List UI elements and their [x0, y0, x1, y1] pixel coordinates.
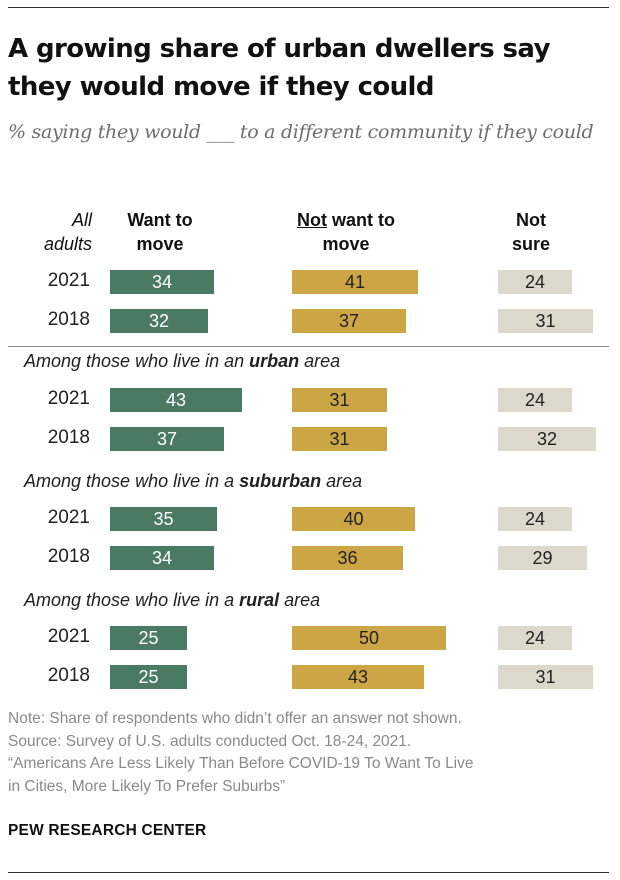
not-sure-value-label: 24: [524, 628, 546, 648]
want-value-label: 34: [151, 272, 173, 292]
note-text: Note: Share of respondents who didn’t of…: [8, 710, 462, 727]
not-want-bar: [292, 545, 403, 570]
not-want-bar: [292, 388, 387, 412]
not-sure-value-label: 24: [524, 272, 546, 292]
not-sure-bar: [498, 507, 572, 531]
not-sure-value-label: 24: [524, 390, 546, 410]
not-want-value-label: 31: [329, 390, 350, 410]
not-want-value-label: 50: [358, 628, 380, 648]
row-label-2018: 2018: [47, 664, 90, 686]
not-sure-bar: [498, 664, 593, 689]
row-label-2021: 2021: [47, 270, 90, 291]
want-bar: [110, 426, 224, 451]
not-sure-bar: [498, 426, 596, 451]
section-label-text: Among those who live in a: [24, 590, 240, 610]
not-sure-bar: [498, 626, 572, 650]
want-bar: [110, 270, 214, 294]
report-title-line-1: “Americans Are Less Likely Than Before C…: [8, 755, 474, 772]
top-rule: [8, 7, 609, 8]
row-label-2021: 2021: [47, 507, 90, 528]
row-label-2018: 2018: [47, 545, 90, 567]
header-not-underlined: Not: [297, 210, 327, 230]
want-bar: [110, 507, 217, 531]
not-want-value-label: 40: [343, 509, 364, 529]
notes: Note: Share of respondents who didn’t of…: [8, 708, 608, 798]
want-bar: [110, 308, 208, 333]
section-label-keyword: rural: [239, 590, 280, 610]
row-label-2021: 2021: [47, 388, 90, 409]
not-want-bar: [292, 507, 415, 531]
section-divider: [8, 346, 609, 347]
not-want-value-label: 41: [344, 272, 366, 292]
not-sure-value-label: 31: [535, 666, 556, 687]
chart-title: A growing share of urban dwellers say th…: [8, 34, 551, 102]
want-value-label: 32: [148, 310, 170, 331]
want-value-label: 43: [165, 390, 187, 410]
report-title-line-2: in Cities, More Likely To Prefer Suburbs…: [8, 777, 286, 795]
not-want-bar: [292, 270, 418, 294]
row-label-2018: 2018: [47, 308, 90, 330]
section-label-rural: Among those who live in a rural area: [24, 587, 320, 613]
want-value-label: 34: [151, 547, 173, 568]
not-sure-value-label: 32: [536, 428, 558, 449]
not-want-value-label: 37: [338, 310, 360, 331]
source-text: Source: Survey of U.S. adults conducted …: [8, 732, 412, 750]
section-label-text: area: [321, 471, 363, 491]
section-label-urban: Among those who live in an urban area: [24, 348, 340, 374]
header-not-want-to-move: Not want to move: [286, 208, 406, 256]
section-label-text: Among those who live in a: [24, 471, 240, 491]
not-want-value-label: 43: [347, 666, 369, 687]
want-value-label: 25: [138, 628, 159, 648]
row-label-2021: 2021: [47, 626, 90, 647]
row-label-2018: 2018: [47, 426, 90, 448]
header-want-to-move: Want to move: [127, 210, 193, 254]
chart-subtitle: % saying they would ___ to a different c…: [8, 121, 594, 143]
section-label-text: area: [279, 590, 321, 610]
not-want-bar: [292, 664, 424, 689]
not-sure-value-label: 31: [535, 310, 556, 331]
header-not-sure: Not sure: [511, 210, 551, 254]
not-sure-value-label: 29: [532, 547, 553, 568]
section-label-text: area: [299, 351, 341, 371]
header-not-want-rest: want to move: [322, 210, 395, 254]
want-value-label: 37: [156, 428, 178, 449]
not-want-value-label: 36: [337, 547, 358, 568]
not-sure-bar: [498, 308, 593, 333]
not-want-bar: [292, 308, 406, 333]
not-want-bar: [292, 426, 387, 451]
want-bar: [110, 388, 242, 412]
not-want-bar: [292, 626, 446, 650]
want-value-label: 25: [138, 666, 159, 687]
not-sure-value-label: 24: [524, 509, 546, 529]
want-value-label: 35: [153, 509, 174, 529]
pew-research-center-credit: PEW RESEARCH CENTER: [8, 822, 207, 839]
want-bar: [110, 664, 187, 689]
header-all-adults: All adults: [43, 210, 92, 254]
section-label-text: Among those who live in an: [24, 351, 250, 371]
section-label-keyword: suburban: [239, 471, 322, 491]
section-label-suburban: Among those who live in a suburban area: [24, 468, 362, 494]
section-label-keyword: urban: [249, 351, 300, 371]
not-sure-bar: [498, 388, 572, 412]
bottom-rule: [8, 872, 609, 873]
want-bar: [110, 545, 214, 570]
not-want-value-label: 31: [329, 428, 350, 449]
want-bar: [110, 626, 187, 650]
not-sure-bar: [498, 545, 587, 570]
not-sure-bar: [498, 270, 572, 294]
